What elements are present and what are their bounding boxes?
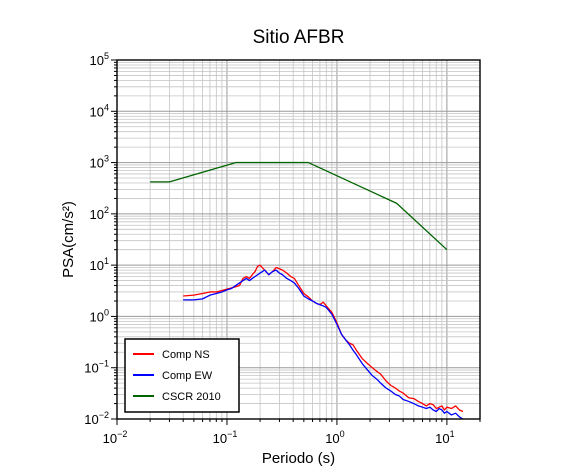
y-tick-label: 100 [90,307,109,324]
x-tick-label: 100 [325,429,344,446]
x-tick-label: 101 [435,429,454,446]
y-tick-label: 10−1 [84,359,109,376]
series-line [150,161,448,251]
legend-label: Comp EW [162,370,213,382]
y-tick-label: 102 [90,205,109,222]
y-axis-ticks: 10−2 10−1 100 101 102 103 104 105 [84,51,117,427]
x-axis-ticks: 10−2 10−1 100 101 [103,419,481,446]
x-axis-label: Periodo (s) [262,450,335,467]
series-line [183,269,464,420]
y-tick-label: 104 [90,102,109,119]
series-layer [150,161,464,420]
x-tick-label: 10−1 [213,429,238,446]
plot-frame [116,59,481,420]
y-tick-label: 10−2 [84,410,109,427]
y-tick-label: 105 [90,51,109,68]
legend-label: CSCR 2010 [162,391,221,403]
legend-label: Comp NS [162,349,210,361]
y-tick-label: 103 [90,154,109,171]
x-tick-label: 10−2 [103,429,128,446]
y-axis-label: PSA(cm/s²) [60,201,77,278]
series-line [183,264,464,413]
legend: Comp NS Comp EW CSCR 2010 [124,338,240,413]
chart-title: Sitio AFBR [253,27,345,48]
legend-entries: Comp NS Comp EW CSCR 2010 [133,349,221,403]
y-tick-label: 101 [90,256,109,273]
